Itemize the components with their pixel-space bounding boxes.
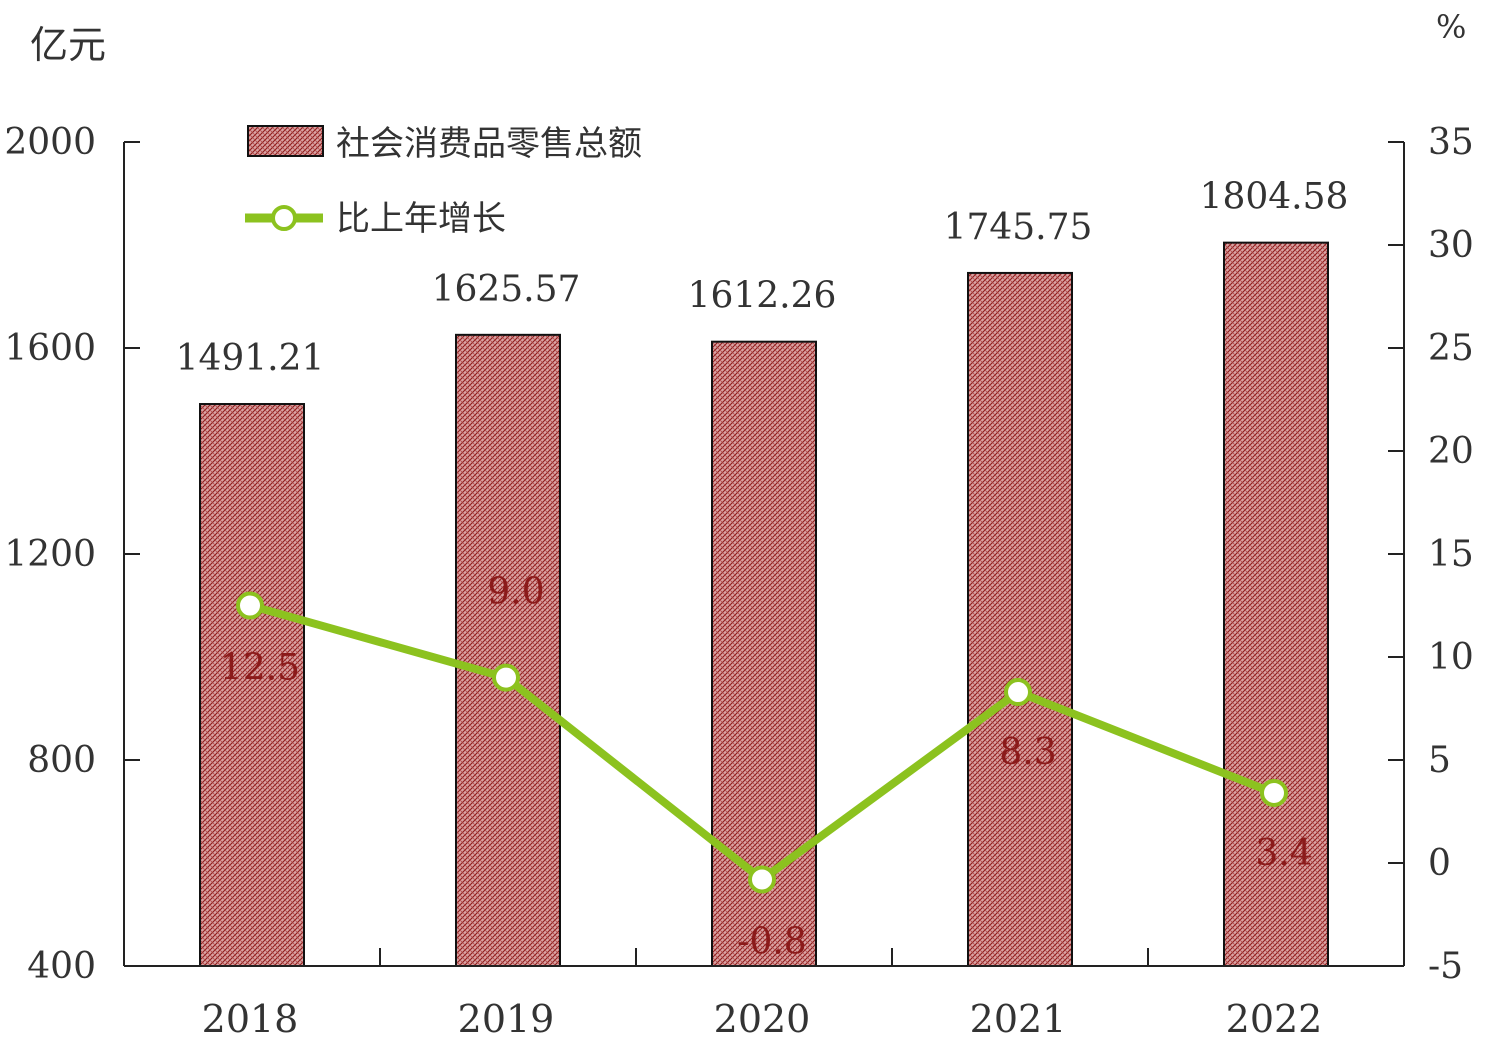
growth-value-label-2021: 8.3 bbox=[999, 732, 1056, 773]
growth-value-label-2018: 12.5 bbox=[220, 648, 300, 689]
y-right-tick-label: 25 bbox=[1428, 328, 1474, 369]
x-tick-label-2019: 2019 bbox=[458, 997, 555, 1041]
legend-bar-swatch bbox=[247, 125, 324, 157]
bar-2022 bbox=[1223, 241, 1329, 967]
x-tick-label-2021: 2021 bbox=[970, 997, 1067, 1041]
growth-point-2022 bbox=[1260, 778, 1288, 807]
y-right-tick-label: 35 bbox=[1428, 122, 1474, 163]
y-left-tick-label: 400 bbox=[27, 946, 96, 987]
bar-value-label-2019: 1625.57 bbox=[432, 269, 581, 310]
y-right-tick-label: 5 bbox=[1428, 740, 1451, 781]
x-tick-label-2018: 2018 bbox=[202, 997, 299, 1041]
y-right-tick-label: 10 bbox=[1428, 637, 1474, 678]
y-left-tick-label: 800 bbox=[27, 740, 96, 781]
growth-value-label-2020: -0.8 bbox=[737, 921, 806, 962]
bar-value-label-2022: 1804.58 bbox=[1200, 177, 1349, 218]
y-left-tick-label: 1600 bbox=[4, 328, 96, 369]
bar-2021 bbox=[967, 271, 1073, 968]
bar-2018 bbox=[199, 403, 305, 967]
bar-value-label-2021: 1745.75 bbox=[944, 207, 1093, 248]
y-right-tick-label: 20 bbox=[1428, 431, 1474, 472]
legend-line-marker bbox=[271, 205, 297, 231]
growth-value-label-2022: 3.4 bbox=[1255, 833, 1312, 874]
y-right-tick-label: 15 bbox=[1428, 534, 1474, 575]
y-right-tick-label: 30 bbox=[1428, 225, 1474, 266]
y-left-tick-label: 1200 bbox=[4, 534, 96, 575]
y-left-tick-label: 2000 bbox=[4, 122, 96, 163]
growth-point-2021 bbox=[1004, 678, 1032, 707]
y-right-axis-title: % bbox=[1436, 8, 1466, 46]
growth-point-2020 bbox=[748, 865, 776, 894]
growth-value-label-2019: 9.0 bbox=[487, 572, 544, 613]
y-right-tick-label: 0 bbox=[1428, 843, 1451, 884]
legend-line-label: 比上年增长 bbox=[336, 199, 506, 239]
legend-bar-label: 社会消费品零售总额 bbox=[336, 124, 642, 164]
bar-value-label-2018: 1491.21 bbox=[176, 338, 325, 379]
bar-2019 bbox=[455, 333, 561, 968]
bar-value-label-2020: 1612.26 bbox=[688, 276, 837, 317]
y-left-axis-title: 亿元 bbox=[30, 23, 106, 67]
x-tick-label-2020: 2020 bbox=[714, 997, 811, 1041]
legend: 社会消费品零售总额 比上年增长 bbox=[245, 124, 642, 239]
bar-2020 bbox=[711, 340, 817, 967]
y-right-tick-label: -5 bbox=[1428, 946, 1463, 987]
growth-point-2018 bbox=[236, 591, 264, 620]
growth-point-2019 bbox=[492, 663, 520, 692]
x-tick-label-2022: 2022 bbox=[1226, 997, 1323, 1041]
